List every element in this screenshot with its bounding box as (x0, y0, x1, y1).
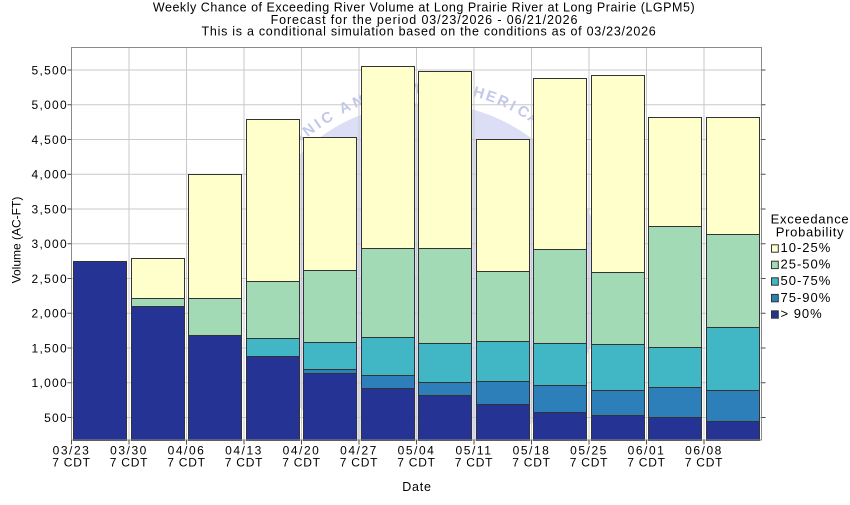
svg-text:> 90%: > 90% (781, 306, 823, 321)
svg-text:7 CDT: 7 CDT (340, 456, 378, 470)
svg-text:7 CDT: 7 CDT (282, 456, 320, 470)
svg-text:7 CDT: 7 CDT (52, 456, 90, 470)
svg-text:7 CDT: 7 CDT (110, 456, 148, 470)
svg-text:05/11: 05/11 (456, 444, 493, 458)
svg-text:1,500: 1,500 (31, 341, 68, 355)
svg-text:1,000: 1,000 (31, 376, 68, 390)
svg-text:H: H (471, 83, 486, 102)
svg-text:7 CDT: 7 CDT (455, 456, 493, 470)
svg-text:Exceedance: Exceedance (771, 212, 850, 227)
svg-text:06/08: 06/08 (685, 444, 723, 458)
svg-text:Volume (AC-FT): Volume (AC-FT) (10, 197, 24, 284)
svg-text:04/13: 04/13 (225, 444, 263, 458)
svg-text:7 CDT: 7 CDT (627, 456, 665, 470)
svg-text:Date: Date (402, 480, 432, 494)
svg-text:10-25%: 10-25% (781, 240, 832, 255)
svg-text:Forecast for the period 03/23/: Forecast for the period 03/23/2026 - 06/… (271, 13, 579, 27)
svg-text:7 CDT: 7 CDT (397, 456, 435, 470)
svg-text:Probability: Probability (776, 225, 845, 240)
svg-text:5,500: 5,500 (31, 63, 68, 77)
svg-text:I: I (507, 98, 518, 115)
svg-text:4,500: 4,500 (31, 133, 68, 147)
svg-text:4,000: 4,000 (31, 168, 68, 182)
svg-text:Weekly Chance of Exceeding Riv: Weekly Chance of Exceeding River Volume … (153, 1, 695, 15)
svg-text:06/01: 06/01 (628, 444, 666, 458)
svg-text:03/30: 03/30 (110, 444, 148, 458)
svg-text:50-75%: 50-75% (781, 273, 832, 288)
svg-text:3,000: 3,000 (31, 237, 68, 251)
svg-text:7 CDT: 7 CDT (685, 456, 723, 470)
svg-text:This is a conditional simulati: This is a conditional simulation based o… (202, 25, 657, 39)
svg-text:05/04: 05/04 (398, 444, 436, 458)
svg-text:7 CDT: 7 CDT (225, 456, 263, 470)
svg-text:25-50%: 25-50% (781, 257, 832, 272)
svg-text:7 CDT: 7 CDT (512, 456, 550, 470)
svg-text:04/06: 04/06 (168, 444, 206, 458)
svg-text:04/20: 04/20 (283, 444, 321, 458)
svg-text:03/23: 03/23 (53, 444, 91, 458)
svg-text:5,000: 5,000 (31, 98, 68, 112)
svg-text:04/27: 04/27 (340, 444, 378, 458)
svg-text:500: 500 (44, 411, 68, 425)
svg-text:2,000: 2,000 (31, 307, 68, 321)
svg-text:7 CDT: 7 CDT (570, 456, 608, 470)
svg-text:3,500: 3,500 (31, 202, 68, 216)
svg-text:75-90%: 75-90% (781, 290, 832, 305)
svg-text:05/25: 05/25 (570, 444, 608, 458)
svg-text:7 CDT: 7 CDT (167, 456, 205, 470)
svg-text:05/18: 05/18 (513, 444, 551, 458)
svg-text:2,500: 2,500 (31, 272, 68, 286)
